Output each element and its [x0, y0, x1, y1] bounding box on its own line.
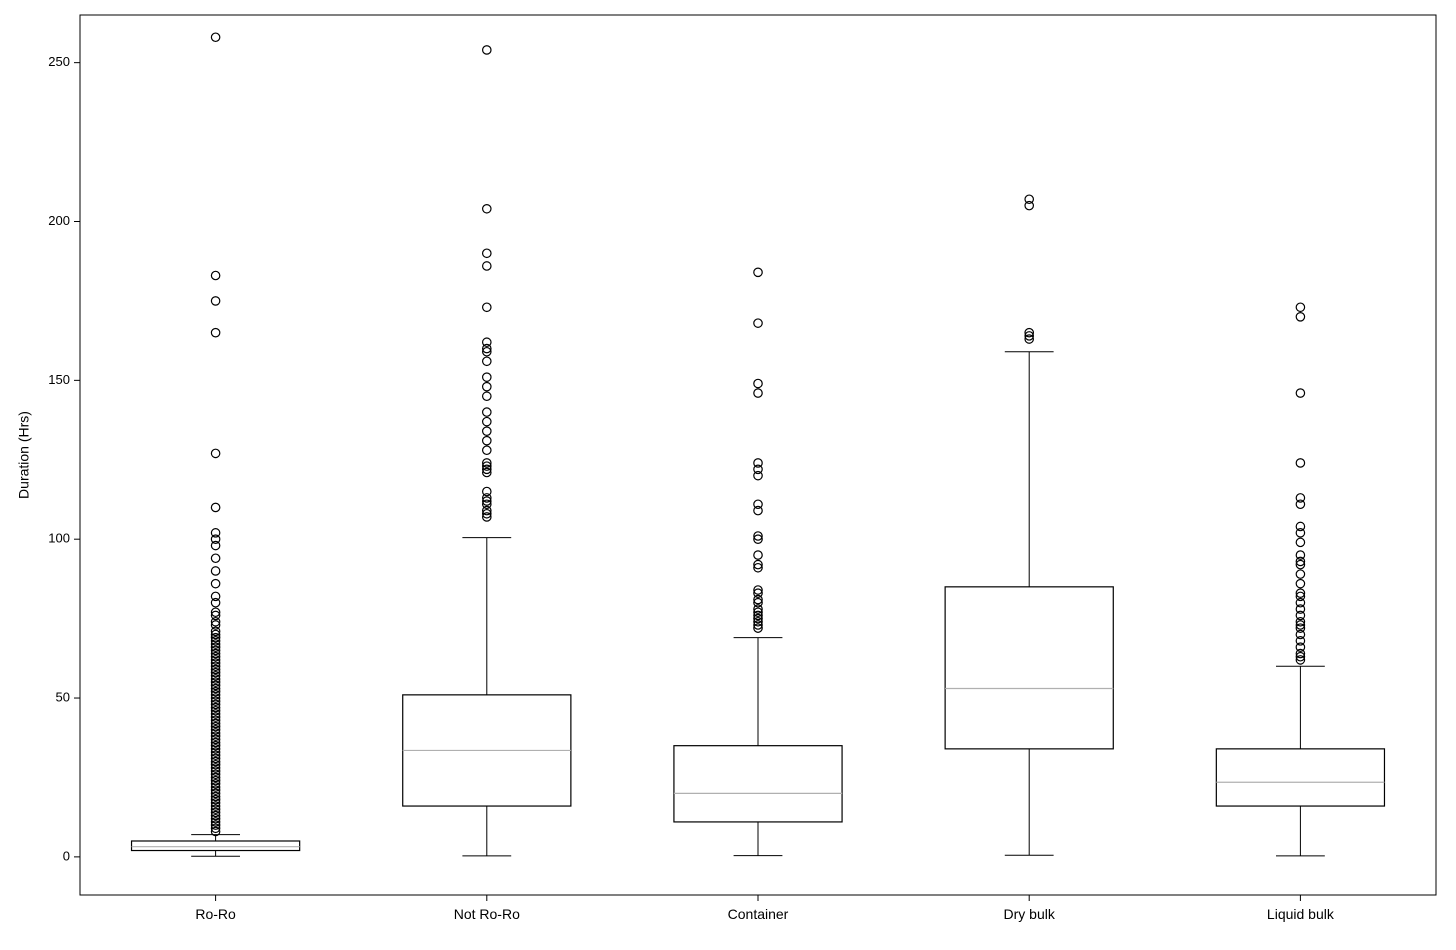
y-tick-label: 0: [63, 848, 70, 863]
chart-container: 0 50 100 150 200 250 Duration (Hrs) Ro-Ro Not Ro…: [0, 0, 1456, 950]
y-axis-label: Duration (Hrs): [16, 411, 32, 499]
x-category-label: Dry bulk: [1004, 906, 1056, 922]
y-tick-label: 50: [56, 689, 70, 704]
y-tick-label: 150: [48, 372, 70, 387]
y-tick-label: 100: [48, 531, 70, 546]
boxplot-chart: 0 50 100 150 200 250 Duration (Hrs) Ro-Ro Not Ro…: [0, 0, 1456, 950]
y-tick-label: 200: [48, 213, 70, 228]
x-category-label: Container: [728, 906, 789, 922]
y-tick-label: 250: [48, 54, 70, 69]
x-category-label: Not Ro-Ro: [454, 906, 520, 922]
x-category-label: Liquid bulk: [1267, 906, 1335, 922]
x-category-label: Ro-Ro: [195, 906, 236, 922]
